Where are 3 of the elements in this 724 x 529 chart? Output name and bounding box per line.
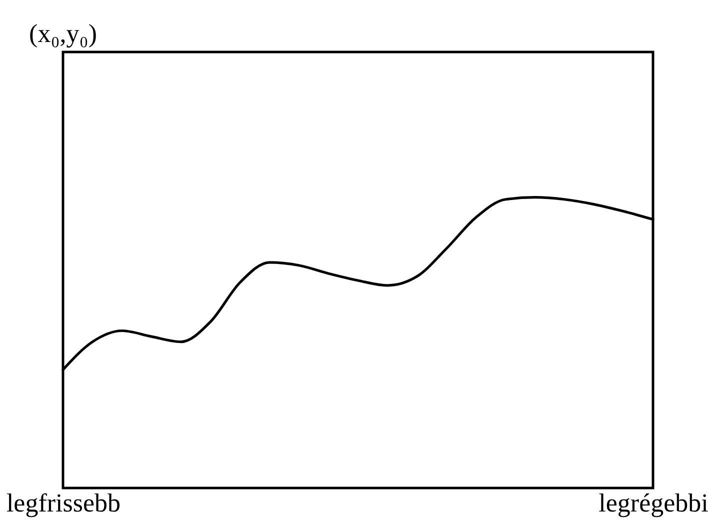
text: (x₀,y₀)	[29, 19, 97, 48]
x-tick-label: legrégebbi	[598, 488, 708, 518]
x-tick-label: legfrissebb	[6, 488, 121, 518]
